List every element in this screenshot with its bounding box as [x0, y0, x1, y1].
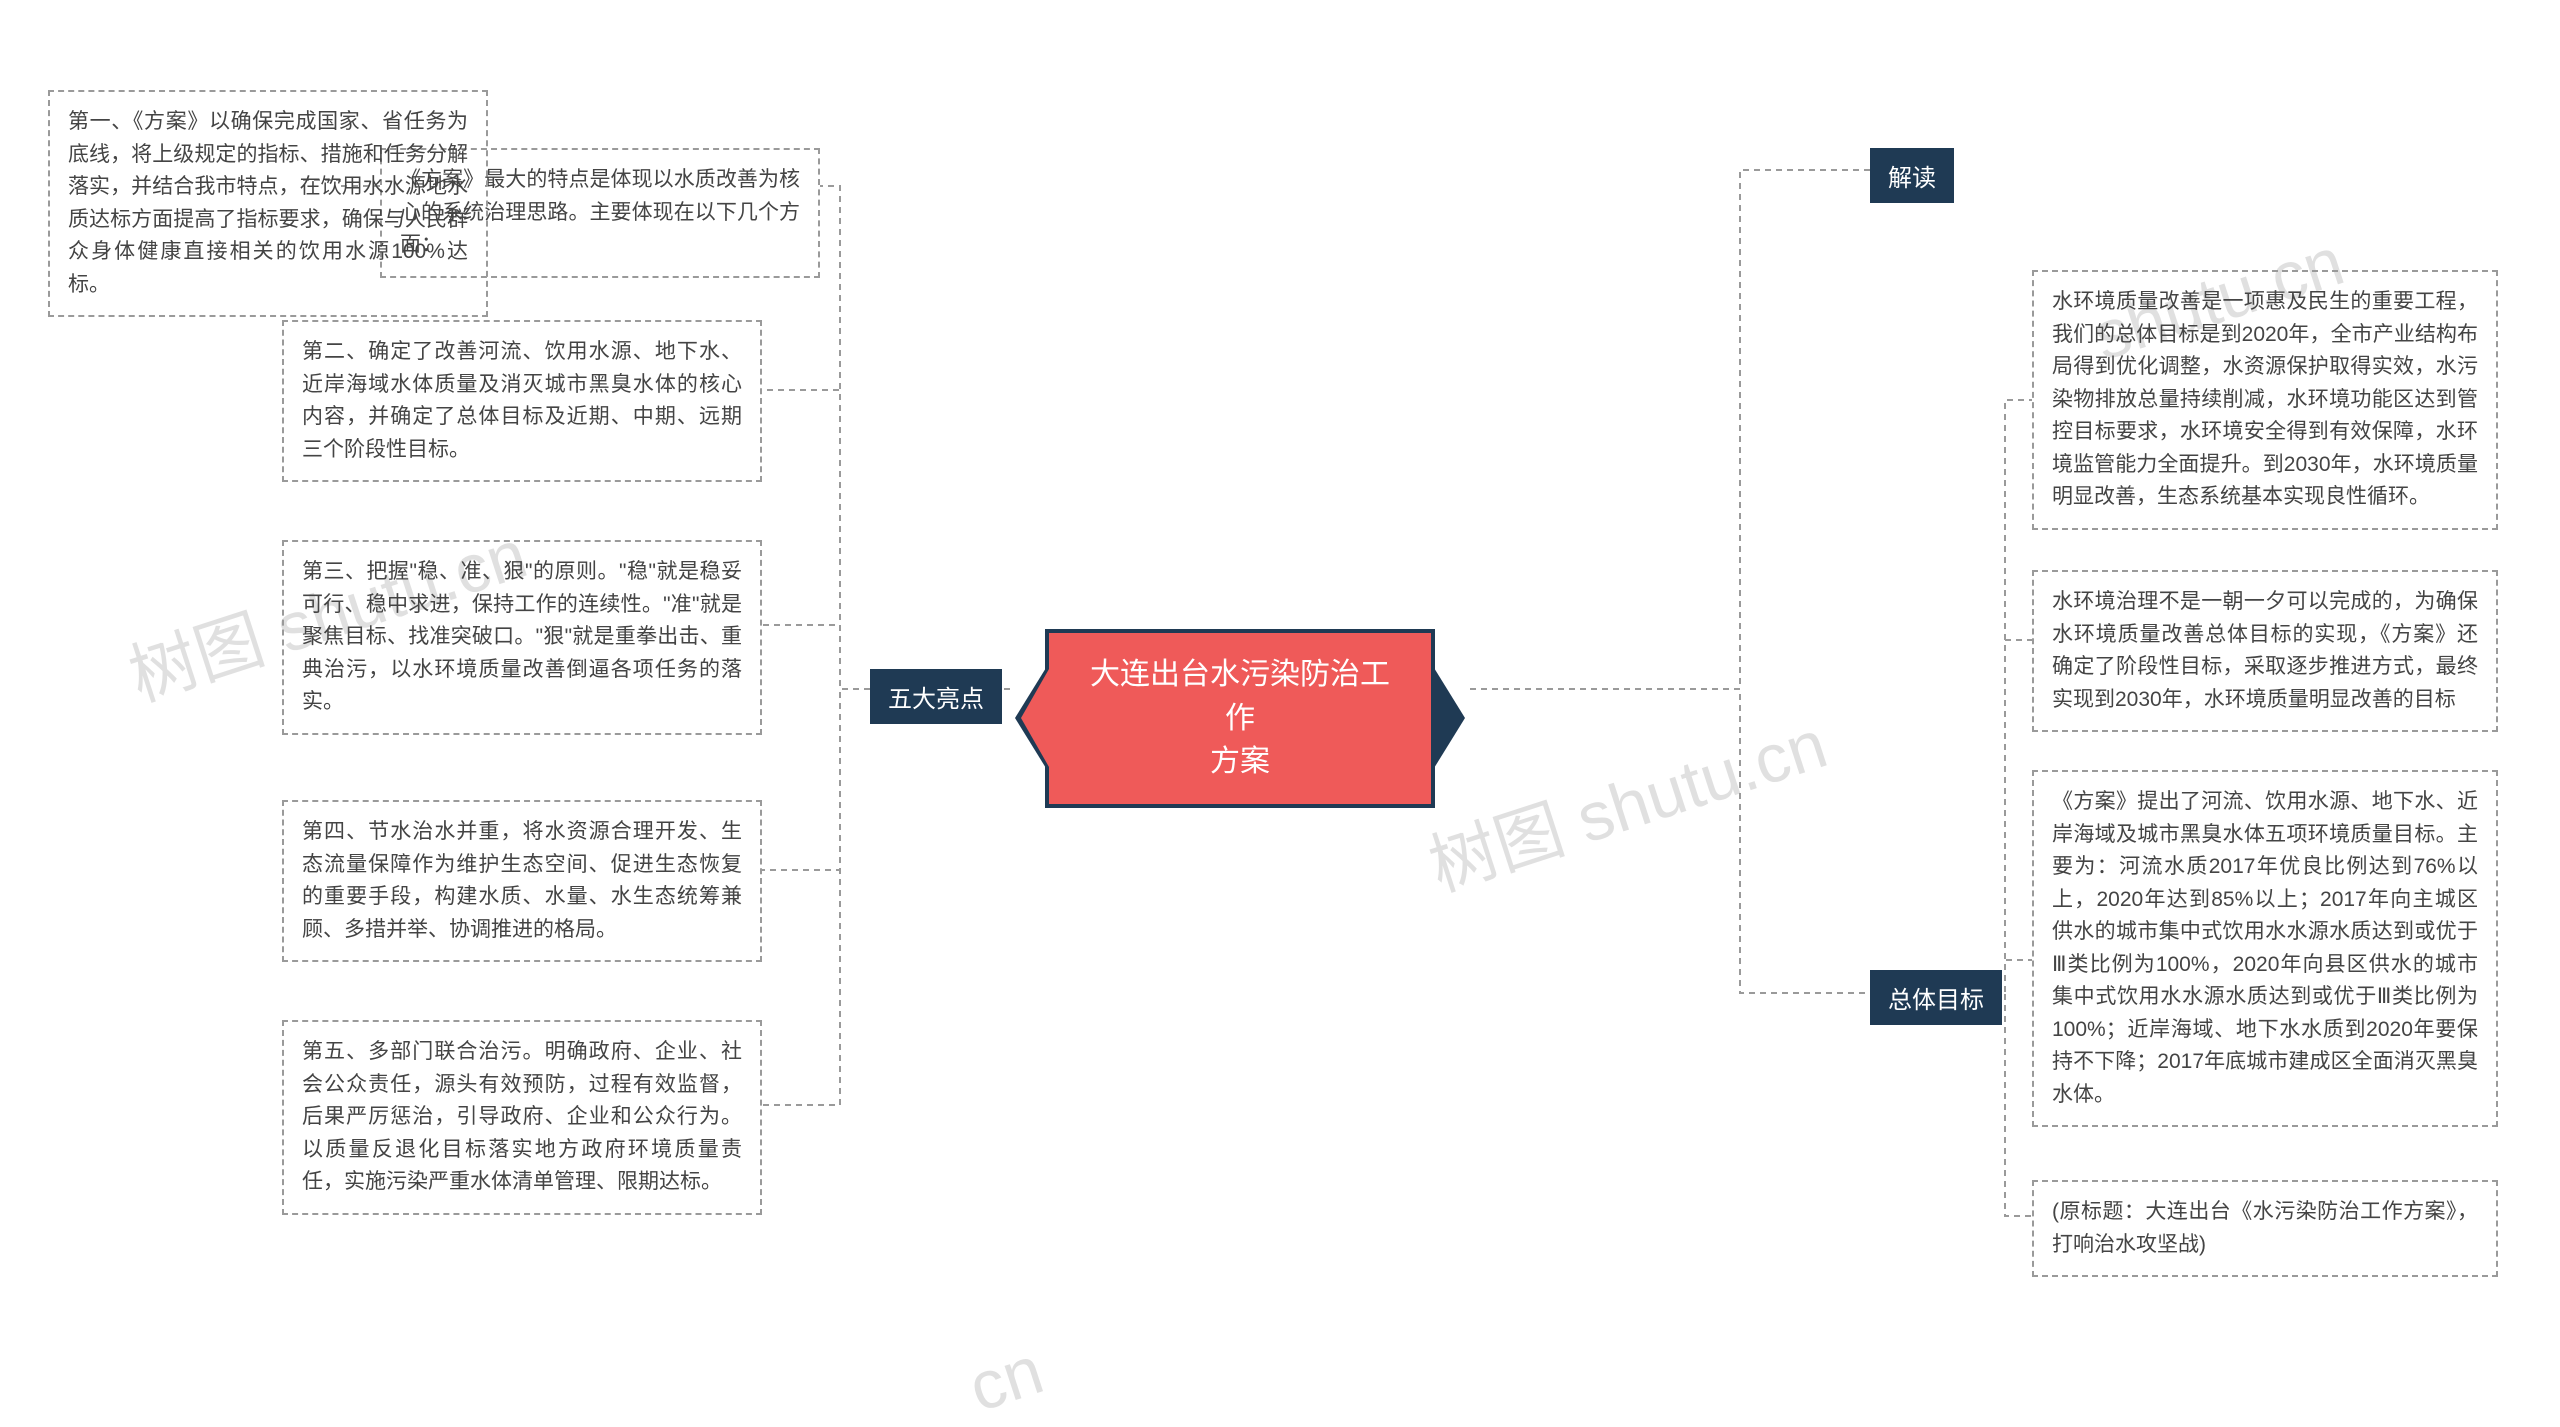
branch-highlights[interactable]: 五大亮点 [870, 669, 1002, 724]
leaf-highlight-5[interactable]: 第五、多部门联合治污。明确政府、企业、社会公众责任，源头有效预防，过程有效监督，… [282, 1020, 762, 1215]
branch-interpret[interactable]: 解读 [1870, 148, 1954, 203]
connector [762, 625, 870, 689]
connector [1984, 993, 2032, 1216]
branch-goal[interactable]: 总体目标 [1870, 970, 2002, 1025]
connector [762, 390, 870, 689]
leaf-highlight-3[interactable]: 第三、把握"稳、准、狠"的原则。"稳"就是稳妥可行、稳中求进，保持工作的连续性。… [282, 540, 762, 735]
connector [762, 689, 870, 1105]
connector [1470, 170, 1870, 689]
connector [1470, 689, 1870, 993]
connector [762, 689, 870, 870]
connector [1984, 400, 2032, 993]
leaf-goal-2[interactable]: 水环境治理不是一朝一夕可以完成的，为确保水环境质量改善总体目标的实现，《方案》还… [2032, 570, 2498, 732]
leaf-highlight-2[interactable]: 第二、确定了改善河流、饮用水源、地下水、近岸海域水体质量及消灭城市黑臭水体的核心… [282, 320, 762, 482]
root-label: 大连出台水污染防治工作 方案 [1077, 653, 1403, 784]
connector [1984, 640, 2032, 993]
leaf-highlight-1[interactable]: 第一、《方案》以确保完成国家、省任务为底线，将上级规定的指标、措施和任务分解落实… [48, 90, 488, 317]
leaf-goal-4[interactable]: (原标题：大连出台《水污染防治工作方案》，打响治水攻坚战) [2032, 1180, 2498, 1277]
watermark: cn [960, 1331, 1052, 1427]
leaf-highlight-4[interactable]: 第四、节水治水并重，将水资源合理开发、生态流量保障作为维护生态空间、促进生态恢复… [282, 800, 762, 962]
connector [820, 186, 870, 689]
root-node[interactable]: 大连出台水污染防治工作 方案 [1045, 629, 1435, 808]
watermark: 树图 shutu.cn [1415, 689, 1837, 910]
leaf-goal-3[interactable]: 《方案》提出了河流、饮用水源、地下水、近岸海域及城市黑臭水体五项环境质量目标。主… [2032, 770, 2498, 1127]
leaf-goal-1[interactable]: 水环境质量改善是一项惠及民生的重要工程，我们的总体目标是到2020年，全市产业结… [2032, 270, 2498, 530]
